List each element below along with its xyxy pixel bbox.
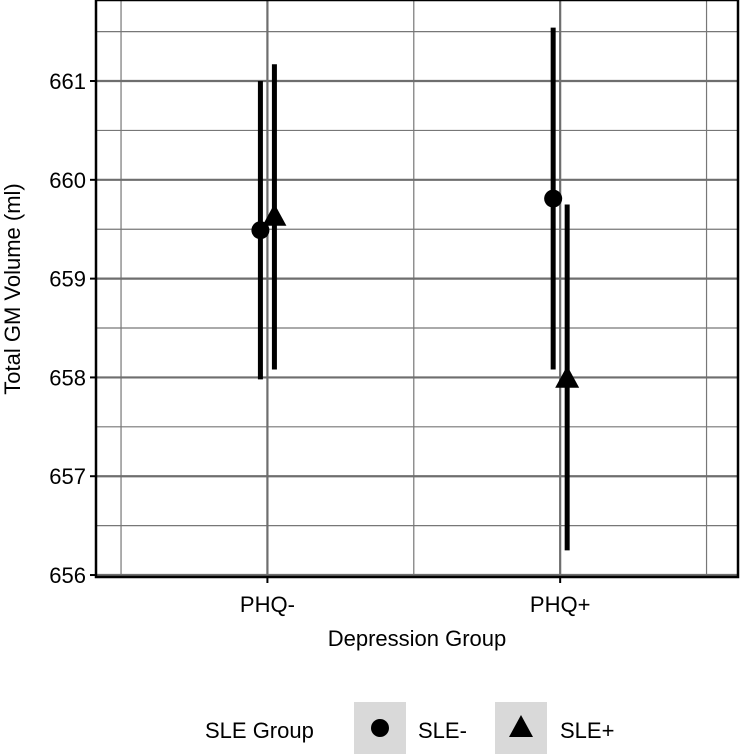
y-axis-title: Total GM Volume (ml) [0, 183, 25, 395]
point-sle-plus-1 [555, 365, 580, 388]
legend-key-sle-plus-marker [509, 715, 533, 737]
minor-gridlines [96, 0, 738, 577]
plot-panel-border [94, 0, 740, 579]
y-tick-label: 657 [49, 464, 86, 489]
legend-key-sle-minus-marker [371, 719, 389, 737]
legend-label-sle-minus: SLE- [418, 718, 467, 743]
point-sle-plus-0 [262, 203, 287, 226]
x-tick-label: PHQ+ [530, 592, 591, 617]
x-axis-ticks: PHQ- PHQ+ [240, 577, 591, 617]
x-tick-label: PHQ- [240, 592, 295, 617]
y-tick-label: 659 [49, 267, 86, 292]
legend-label-sle-plus: SLE+ [560, 718, 614, 743]
point-sle-minus-1 [544, 189, 563, 208]
y-tick-label: 661 [49, 69, 86, 94]
legend: SLE Group SLE- SLE+ [205, 702, 614, 754]
x-axis-title: Depression Group [328, 626, 507, 651]
legend-title: SLE Group [205, 718, 314, 743]
major-gridlines [96, 0, 738, 577]
y-tick-label: 660 [49, 168, 86, 193]
y-tick-label: 658 [49, 365, 86, 390]
data-marks [251, 27, 580, 551]
y-tick-label: 656 [49, 563, 86, 588]
y-axis-ticks: 656 657 658 659 660 661 [49, 69, 96, 588]
